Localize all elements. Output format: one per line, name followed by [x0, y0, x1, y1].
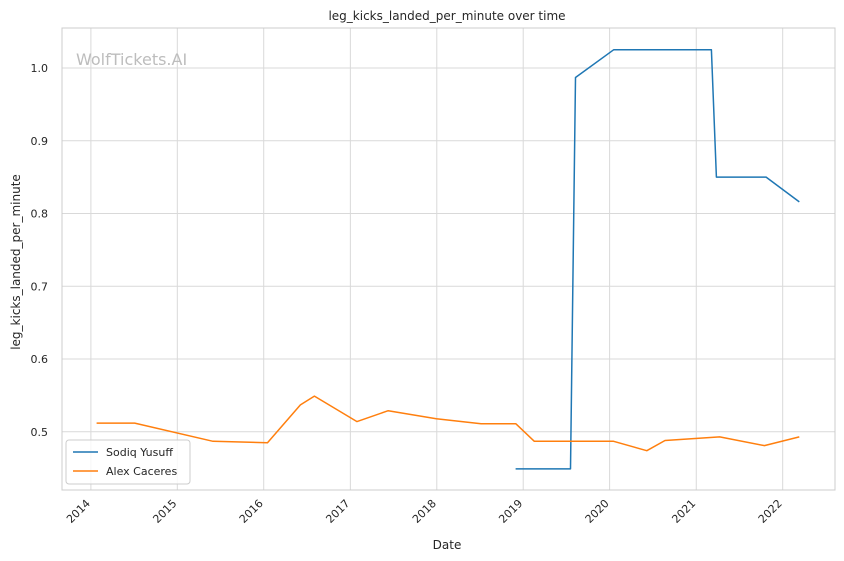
series-line-alex-caceres [96, 395, 800, 452]
series-line-sodiq-yusuff [515, 49, 800, 470]
y-tick-label: 1.0 [31, 62, 49, 75]
legend-label-alex-caceres: Alex Caceres [106, 465, 177, 478]
chart-title: leg_kicks_landed_per_minute over time [328, 9, 565, 23]
x-axis-label: Date [433, 538, 462, 552]
y-tick-labels: 0.5 0.6 0.7 0.8 0.9 1.0 [31, 62, 49, 439]
y-tick-label: 0.8 [31, 208, 49, 221]
grid [62, 28, 835, 490]
legend-label-sodiq-yusuff: Sodiq Yusuff [106, 446, 173, 459]
watermark: WolfTickets.AI [76, 50, 187, 69]
y-tick-label: 0.9 [31, 135, 49, 148]
series-layer [96, 49, 800, 470]
legend: Sodiq Yusuff Alex Caceres [65, 439, 191, 485]
y-tick-label: 0.6 [31, 353, 49, 366]
legend-box [65, 439, 191, 485]
y-axis-label: leg_kicks_landed_per_minute [9, 174, 23, 350]
y-tick-label: 0.5 [31, 426, 49, 439]
plot-area-border [61, 27, 836, 491]
y-tick-label: 0.7 [31, 280, 49, 293]
